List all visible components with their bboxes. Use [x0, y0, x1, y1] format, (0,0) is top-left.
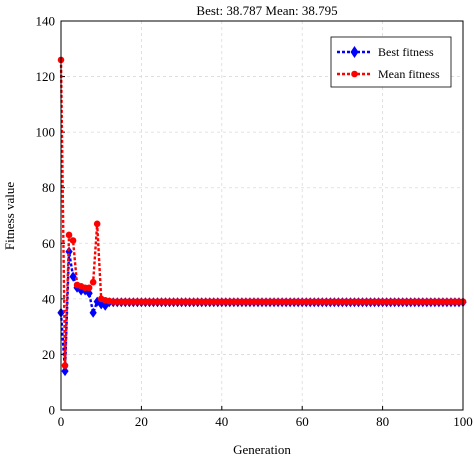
legend: Best fitness Mean fitness — [330, 36, 452, 88]
chart-title: Best: 38.787 Mean: 38.795 — [196, 3, 337, 18]
data-point-best-fitness — [65, 246, 73, 257]
x-tick-label: 40 — [215, 414, 228, 429]
y-tick-label: 120 — [36, 69, 56, 84]
series-line-best-fitness — [59, 251, 463, 372]
axis-ticks: 0 20 40 60 80 100 0 20 40 60 80 100 120 140 — [36, 14, 473, 430]
y-axis-label: Fitness value — [2, 182, 17, 250]
y-tick-label: 40 — [42, 291, 55, 306]
data-point-mean-fitness — [89, 278, 97, 286]
x-tick-label: 0 — [58, 414, 65, 429]
y-tick-label: 100 — [36, 125, 56, 140]
y-tick-label: 60 — [42, 236, 55, 251]
y-tick-label: 0 — [49, 403, 56, 418]
grid-lines — [61, 21, 463, 410]
data-point-best-fitness — [89, 307, 97, 318]
data-point-mean-fitness — [61, 362, 69, 369]
x-tick-label: 100 — [453, 414, 473, 429]
series-line-mean-fitness — [59, 59, 463, 366]
data-point-mean-fitness — [69, 237, 77, 244]
data-point-best-fitness — [61, 366, 69, 377]
data-point-mean-fitness — [85, 284, 93, 292]
data-series — [57, 56, 467, 377]
plot-frame — [60, 20, 464, 411]
data-point-best-fitness — [85, 288, 93, 299]
x-tick-label: 80 — [376, 414, 389, 429]
legend-marker-best-fitness — [350, 46, 359, 58]
data-point-best-fitness — [69, 271, 77, 282]
legend-label-mean-fitness: Mean fitness — [378, 67, 440, 81]
data-point-best-fitness — [101, 300, 109, 311]
legend-marker-mean-fitness — [351, 70, 358, 78]
data-point-mean-fitness — [65, 231, 73, 239]
y-tick-label: 140 — [36, 14, 56, 29]
y-tick-label: 20 — [42, 347, 55, 362]
legend-box — [330, 36, 452, 88]
y-tick-label: 80 — [42, 180, 55, 195]
x-tick-label: 20 — [135, 414, 148, 429]
x-axis-label: Generation — [233, 442, 291, 457]
data-point-mean-fitness — [93, 220, 101, 228]
legend-label-best-fitness: Best fitness — [378, 45, 434, 59]
x-tick-label: 60 — [296, 414, 309, 429]
